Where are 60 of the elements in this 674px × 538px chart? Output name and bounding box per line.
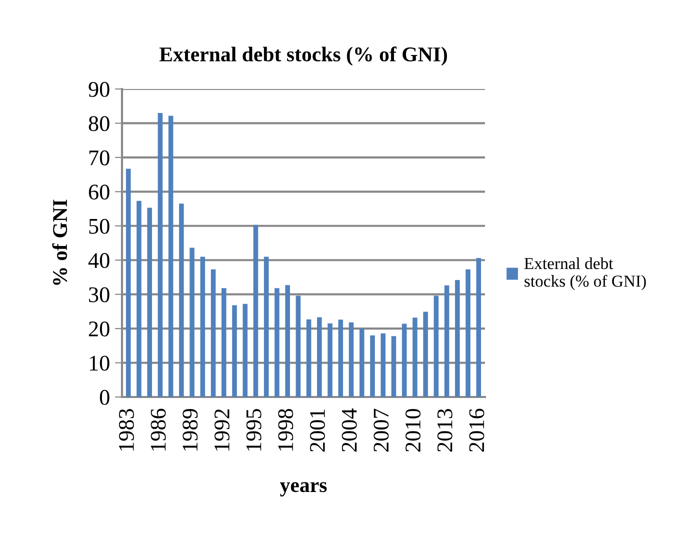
- bar: [476, 258, 482, 397]
- bar: [380, 333, 386, 397]
- legend-label: External debt stocks (% of GNI): [524, 257, 646, 290]
- y-tick-label: 80: [88, 116, 110, 132]
- y-tick-label: 40: [88, 253, 110, 268]
- bar: [412, 318, 418, 397]
- bar: [317, 317, 322, 397]
- x-tick-label: 2007: [374, 408, 389, 452]
- x-tick-label: 1986: [150, 408, 166, 451]
- bar: [391, 336, 396, 397]
- bar: [253, 224, 258, 397]
- bar: [338, 320, 344, 397]
- x-tick-label: 1983: [118, 408, 134, 451]
- bar: [359, 328, 364, 397]
- x-tick-label: 2001: [310, 409, 325, 452]
- bar: [466, 269, 470, 397]
- bar: [264, 256, 269, 397]
- bar: [222, 288, 226, 397]
- y-tick-label: 30: [89, 287, 110, 302]
- bar: [147, 208, 152, 397]
- x-tick-label: 2016: [469, 408, 484, 452]
- y-axis-title: % of GNI: [52, 200, 68, 285]
- y-tick-label: 10: [90, 356, 110, 371]
- bar: [306, 319, 312, 397]
- bar: [242, 304, 248, 397]
- bar: [210, 269, 216, 397]
- bar: [328, 323, 332, 397]
- y-tick-label: 50: [89, 218, 110, 234]
- x-tick-label: 1995: [246, 408, 262, 451]
- chart-title: External debt stocks (% of GNI): [159, 46, 447, 66]
- bar: [158, 112, 163, 397]
- y-tick-label: 70: [89, 150, 110, 166]
- bar: [348, 322, 354, 397]
- x-tick-label: 2004: [342, 408, 357, 452]
- x-tick-label: 2013: [437, 408, 452, 452]
- y-tick-label: 60: [88, 184, 110, 200]
- bar: [136, 200, 142, 397]
- x-tick-label: 1989: [182, 409, 198, 451]
- bar: [455, 280, 460, 397]
- bar: [168, 116, 174, 397]
- bar: [402, 324, 407, 397]
- bar: [232, 305, 237, 397]
- bar: [285, 285, 290, 397]
- bar: [444, 285, 450, 397]
- bar: [274, 288, 280, 397]
- bar: [370, 335, 375, 397]
- bar: [179, 204, 184, 397]
- x-axis-title: years: [280, 482, 327, 496]
- bar: [296, 296, 301, 397]
- x-tick-label: 1992: [214, 409, 230, 451]
- bar: [190, 248, 194, 397]
- y-tick-label: 90: [88, 82, 110, 97]
- x-tick-label: 2010: [406, 408, 421, 452]
- bar: [434, 296, 439, 397]
- bar: [423, 312, 428, 397]
- y-tick-label: 0: [100, 390, 110, 405]
- bar: [126, 168, 131, 397]
- x-tick-label: 1998: [278, 408, 294, 451]
- bar: [200, 256, 206, 397]
- y-tick-label: 20: [88, 321, 110, 336]
